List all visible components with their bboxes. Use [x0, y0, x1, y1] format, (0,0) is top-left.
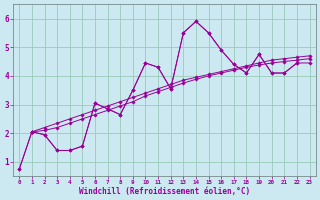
X-axis label: Windchill (Refroidissement éolien,°C): Windchill (Refroidissement éolien,°C) [79, 187, 250, 196]
